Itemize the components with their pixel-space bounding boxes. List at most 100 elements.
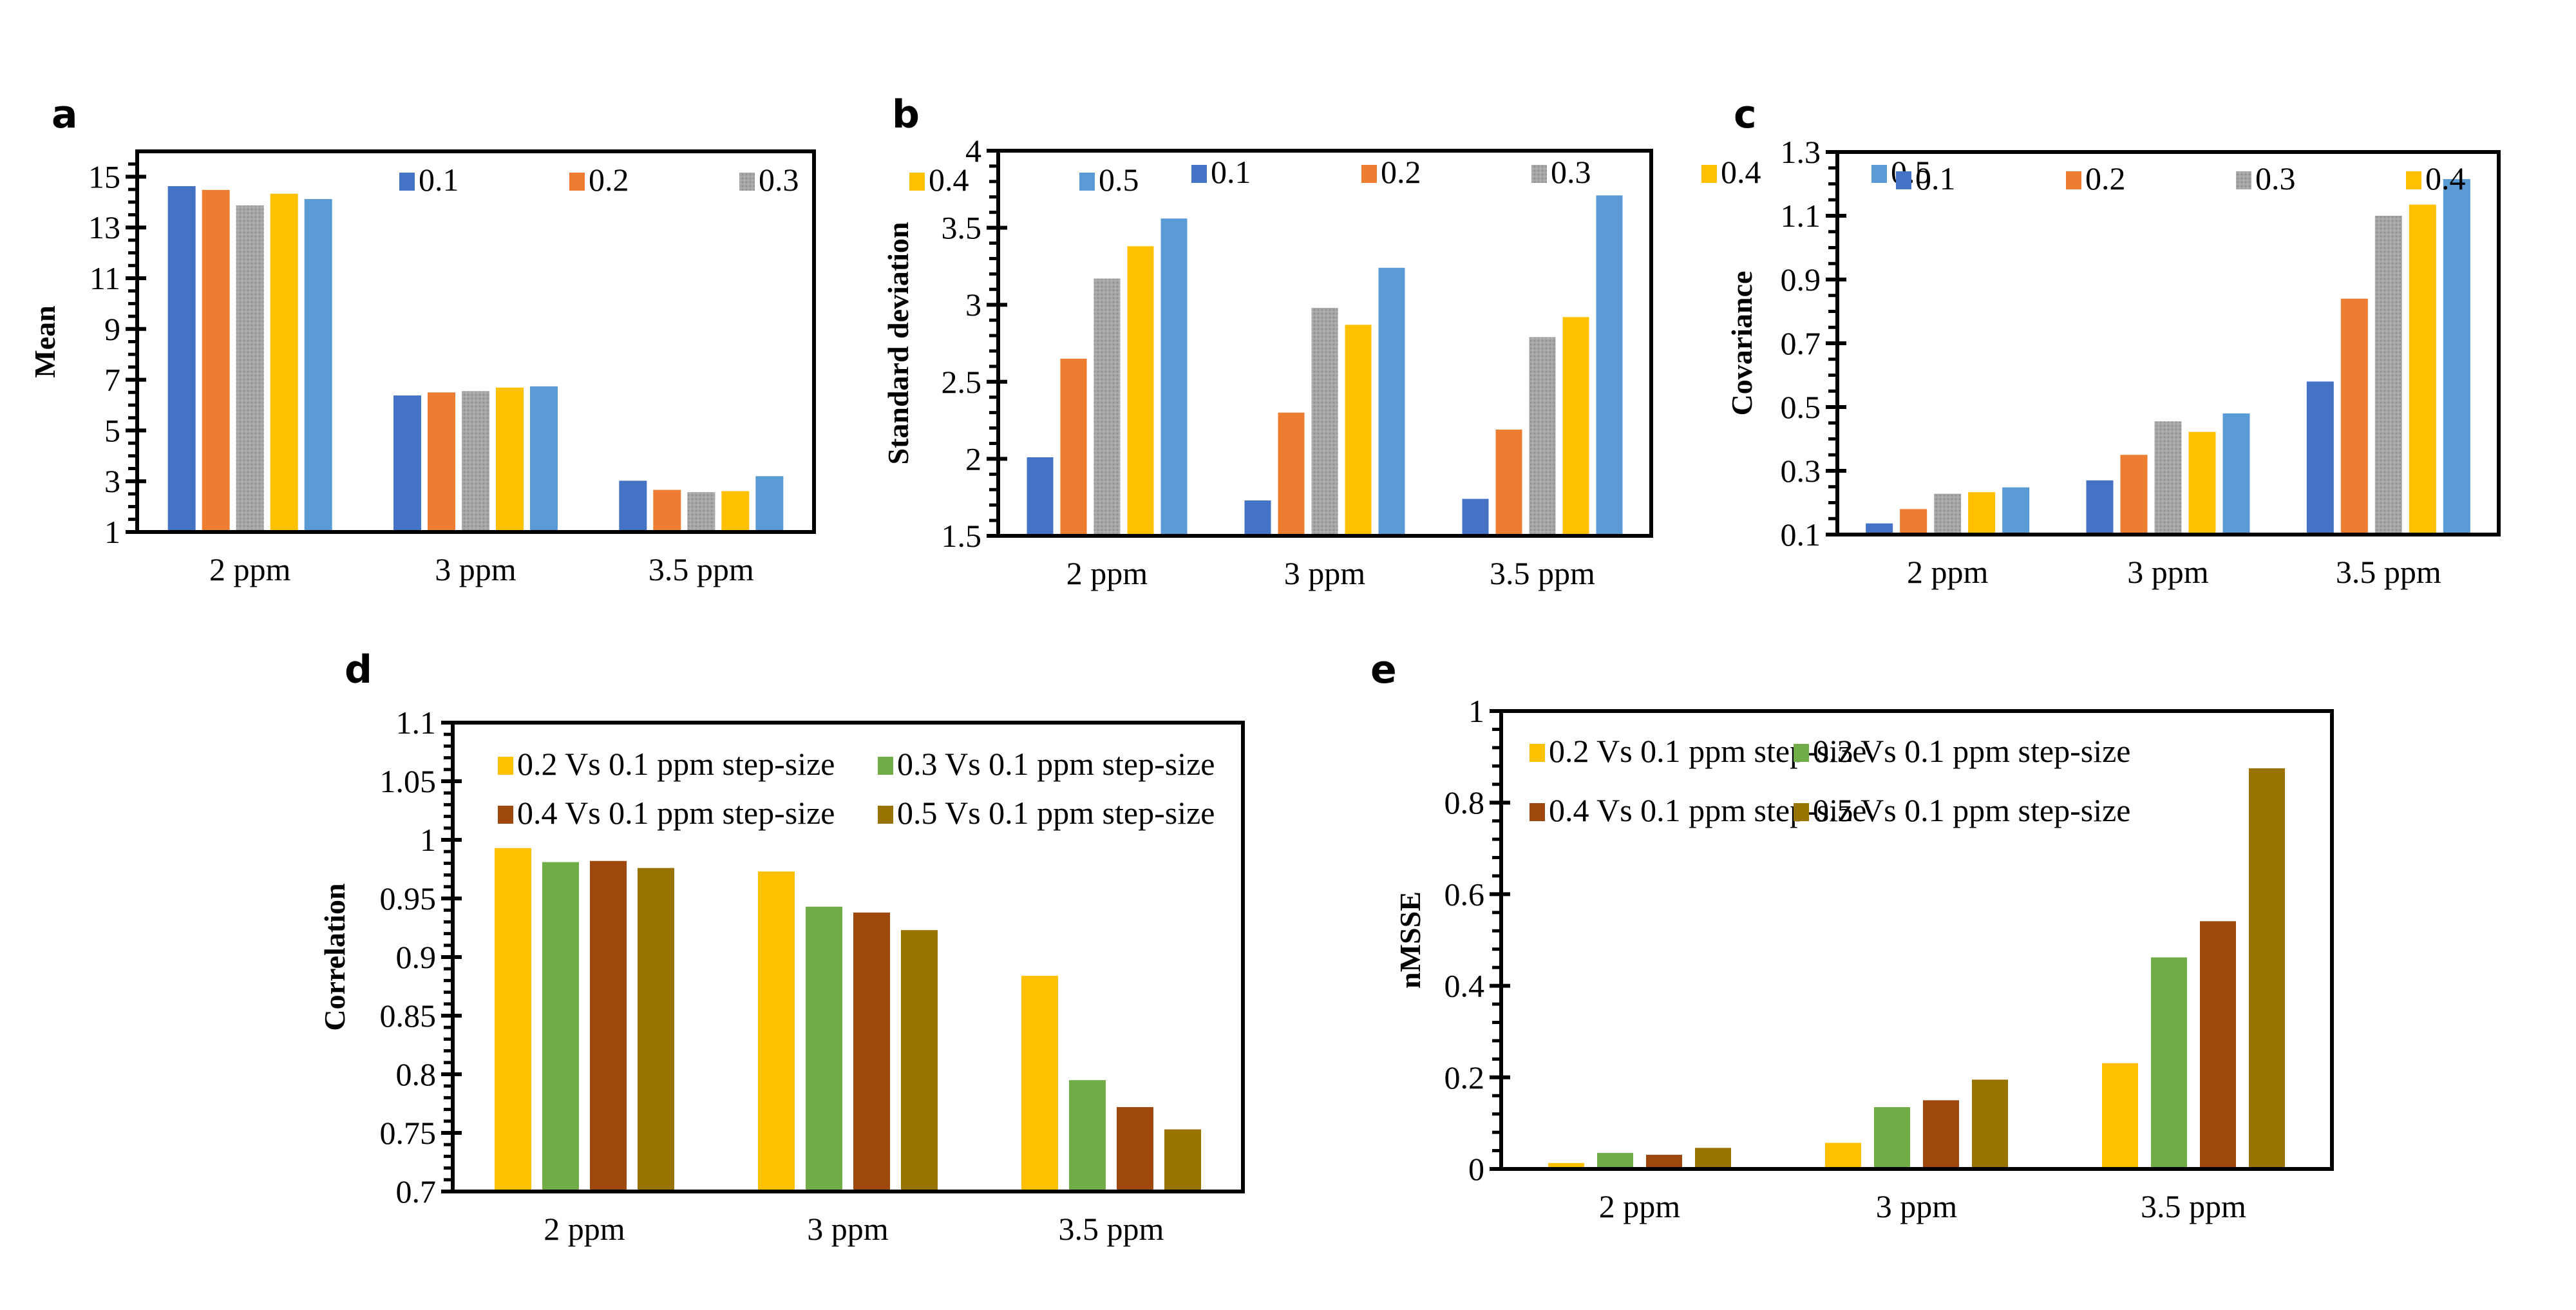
legend-item-e: 0.5 Vs 0.1 ppm step-size <box>1794 792 2130 828</box>
y-tick-label-d: 1.05 <box>380 763 437 799</box>
bar-c-0.3-3.5-ppm <box>2374 216 2402 535</box>
legend-swatch-b <box>1361 165 1377 183</box>
y-tick-label-d: 0.7 <box>396 1173 437 1210</box>
legend-swatch-e <box>1530 803 1545 821</box>
legend-label-a: 0.5 <box>1099 162 1139 198</box>
bar-b-0.1-3-ppm <box>1244 500 1271 536</box>
legend-swatch-b <box>1531 165 1547 183</box>
legend-swatch-c <box>2066 171 2081 189</box>
legend-item-c: 0.4 <box>2406 160 2466 196</box>
legend-label-c: 0.4 <box>2425 160 2466 196</box>
bar-c-0.2-3.5-ppm <box>2340 298 2368 535</box>
y-tick-label-e: 0.6 <box>1444 876 1485 912</box>
panel-label-a: a <box>52 92 78 137</box>
legend-c: 0.10.20.30.40.5 <box>1896 160 2466 196</box>
bar-d-0.4-Vs-0.1-ppm-step-size-3.5-ppm <box>1117 1106 1153 1191</box>
bar-c-0.2-3-ppm <box>2120 455 2148 535</box>
y-tick-label-b: 2 <box>965 441 981 477</box>
y-tick-label-e: 1 <box>1468 693 1484 729</box>
y-tick-label-d: 1 <box>420 822 436 858</box>
y-tick-label-a: 3 <box>104 463 120 499</box>
plot-frame-e <box>1499 709 2334 1171</box>
legend-item-c: 0.2 <box>2066 160 2126 196</box>
bar-a-0.2-3-ppm <box>428 392 455 532</box>
legend-label-c: 0.3 <box>2255 160 2296 196</box>
bar-a-0.4-3.5-ppm <box>721 491 750 532</box>
bar-d-0.5-Vs-0.1-ppm-step-size-3.5-ppm <box>1164 1129 1201 1191</box>
legend-swatch-b <box>1191 165 1207 183</box>
y-tick-label-d: 0.9 <box>396 939 437 975</box>
legend-label-d: 0.3 Vs 0.1 ppm step-size <box>897 746 1215 782</box>
bar-a-0.4-3-ppm <box>496 387 524 532</box>
bar-d-0.4-Vs-0.1-ppm-step-size-3-ppm <box>853 912 890 1191</box>
legend-label-b: 0.1 <box>1211 154 1251 190</box>
bar-e-0.3-Vs-0.1-ppm-step-size-3.5-ppm <box>2151 957 2187 1169</box>
legend-label-c: 0.2 <box>2085 160 2126 196</box>
legend-item-d: 0.3 Vs 0.1 ppm step-size <box>878 746 1215 782</box>
bar-b-0.5-3.5-ppm <box>1596 195 1623 536</box>
bar-c-0.4-3.5-ppm <box>2409 204 2436 535</box>
legend-label-c: 0.1 <box>1915 160 1956 196</box>
legend-label-a: 0.3 <box>759 162 799 198</box>
x-category-label-e: 3 ppm <box>1876 1188 1958 1224</box>
legend-item-c: 0.1 <box>1896 160 1956 196</box>
y-tick-label-a: 11 <box>90 260 120 296</box>
legend-label-e: 0.3 Vs 0.1 ppm step-size <box>1813 733 2130 769</box>
legend-swatch-a <box>399 173 415 191</box>
legend-swatch-d <box>498 757 513 775</box>
legend-item-b: 0.2 <box>1361 154 1421 190</box>
x-category-label-d: 3.5 ppm <box>1059 1211 1164 1247</box>
y-tick-label-c: 1.3 <box>1781 134 1821 170</box>
bar-d-0.3-Vs-0.1-ppm-step-size-2-ppm <box>542 862 579 1191</box>
bar-e-0.4-Vs-0.1-ppm-step-size-3.5-ppm <box>2200 921 2236 1169</box>
bar-a-0.4-2-ppm <box>270 193 298 533</box>
legend-item-b: 0.3 <box>1531 154 1591 190</box>
y-tick-label-e: 0.8 <box>1444 784 1485 821</box>
y-tick-label-b: 2.5 <box>942 364 982 400</box>
legend-label-e: 0.4 Vs 0.1 ppm step-size <box>1549 792 1866 828</box>
y-tick-label-e: 0.2 <box>1444 1059 1485 1096</box>
y-tick-label-c: 0.9 <box>1781 261 1821 298</box>
legend-label-a: 0.2 <box>589 162 629 198</box>
bar-a-0.3-3.5-ppm <box>687 492 715 532</box>
legend-item-e: 0.3 Vs 0.1 ppm step-size <box>1794 733 2130 769</box>
y-tick-label-d: 0.75 <box>380 1115 437 1151</box>
legend-swatch-b <box>1701 165 1717 183</box>
legend-item-a: 0.4 <box>909 162 969 198</box>
bar-b-0.5-2-ppm <box>1160 218 1188 536</box>
legend-label-d: 0.2 Vs 0.1 ppm step-size <box>517 746 835 782</box>
bar-c-0.3-3-ppm <box>2154 421 2182 535</box>
bar-d-0.5-Vs-0.1-ppm-step-size-3-ppm <box>901 930 938 1191</box>
bar-b-0.2-3.5-ppm <box>1495 429 1522 536</box>
y-tick-label-d: 0.95 <box>380 880 437 916</box>
bar-b-0.2-3-ppm <box>1278 412 1305 536</box>
y-tick-label-e: 0 <box>1468 1151 1484 1187</box>
legend-item-e: 0.4 Vs 0.1 ppm step-size <box>1530 792 1866 828</box>
y-tick-label-a: 13 <box>88 209 120 245</box>
bar-d-0.5-Vs-0.1-ppm-step-size-2-ppm <box>638 868 674 1191</box>
bar-e-0.2-Vs-0.1-ppm-step-size-3-ppm <box>1825 1143 1861 1169</box>
bar-b-0.3-3.5-ppm <box>1529 337 1556 536</box>
y-tick-label-b: 1.5 <box>942 518 982 554</box>
bar-c-0.1-2-ppm <box>1866 523 1893 535</box>
bar-c-0.4-3-ppm <box>2188 432 2216 535</box>
y-tick-label-c: 1.1 <box>1781 198 1821 234</box>
y-axis-title-a: Mean <box>28 305 61 377</box>
legend-a: 0.1 0.2 0.3 0.4 0.5 <box>399 162 1139 198</box>
legend-label-b: 0.4 <box>1721 154 1761 190</box>
legend-item-a: 0.3 <box>739 162 799 198</box>
y-tick-label-c: 0.5 <box>1781 389 1821 425</box>
legend-swatch-a <box>739 173 755 191</box>
y-tick-label-b: 3 <box>965 287 981 323</box>
bar-d-0.2-Vs-0.1-ppm-step-size-3.5-ppm <box>1021 976 1058 1191</box>
legend-swatch-d <box>878 806 893 824</box>
bar-a-0.5-3-ppm <box>530 386 558 532</box>
bar-c-0.3-2-ppm <box>1934 493 1962 535</box>
legend-label-e: 0.2 Vs 0.1 ppm step-size <box>1549 733 1866 769</box>
x-category-label-c: 3 ppm <box>2127 554 2209 590</box>
bar-d-0.2-Vs-0.1-ppm-step-size-2-ppm <box>495 848 531 1191</box>
